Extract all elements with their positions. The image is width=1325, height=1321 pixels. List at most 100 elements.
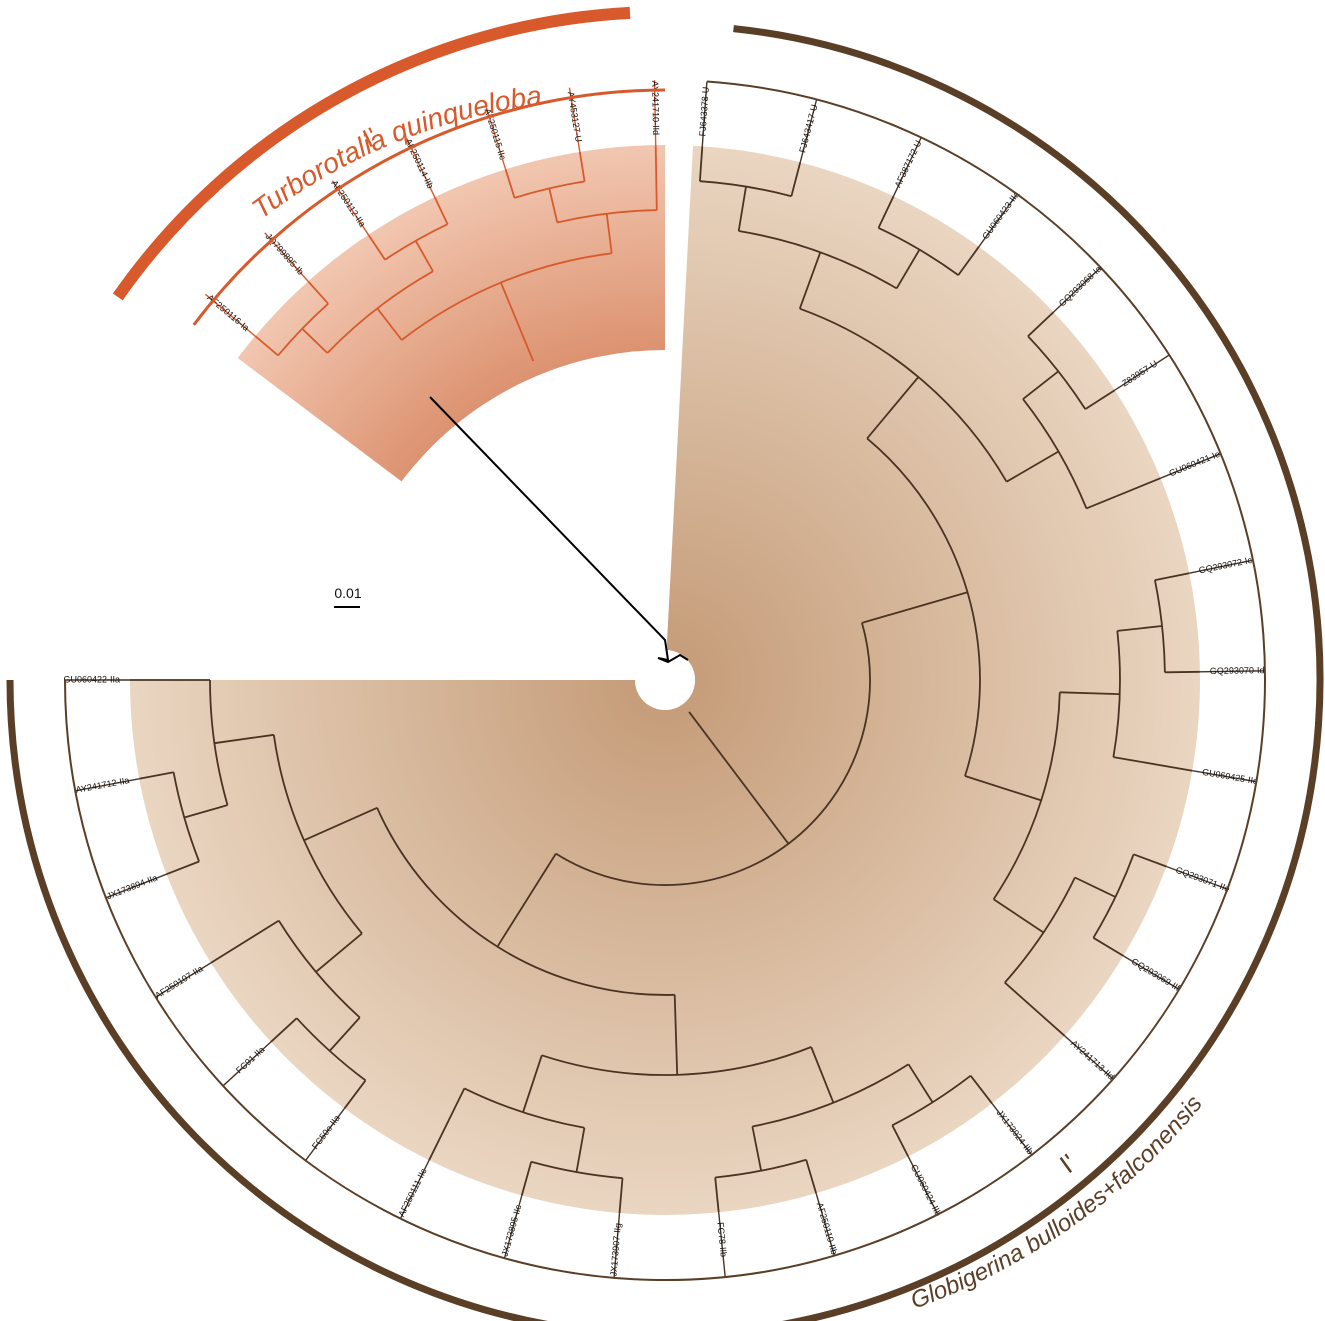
leaf-connector: [155, 962, 212, 998]
branch: [654, 145, 658, 211]
brown-lineage-bracket: [64, 80, 1266, 1281]
branch: [401, 252, 612, 341]
branch: [1027, 311, 1055, 337]
brown-lineage-label: I': [1054, 1148, 1081, 1179]
branch: [1006, 450, 1059, 483]
branch: [277, 303, 329, 356]
leaf-label: JQ799895-Ib: [264, 231, 306, 276]
leaf-label: GQ293071-IIe: [1174, 865, 1231, 894]
branch: [1092, 937, 1124, 957]
orange-clade-branches: [254, 145, 658, 362]
branch: [907, 1063, 934, 1103]
branch: [343, 1079, 367, 1109]
leaf-connector: [305, 1107, 346, 1161]
leaf-label: GU060423-IIa: [980, 189, 1021, 241]
branch: [1164, 670, 1200, 674]
leaf-label: GU060421-Ie: [1168, 449, 1222, 479]
leaf-label: JX173924-IIb: [995, 1108, 1036, 1156]
branch: [895, 249, 921, 289]
leaf-connector: [701, 81, 708, 147]
leaf-label: FJ643378-U: [697, 86, 710, 136]
clade-fills: [130, 145, 1200, 1215]
leaf-label: GQ293068-Ia: [1057, 264, 1104, 309]
leaf-connector: [718, 1212, 726, 1278]
leaf-connector: [978, 193, 1018, 248]
orange-lineage-bracket: [192, 88, 666, 326]
leaf-connector: [1192, 770, 1257, 783]
leaf-connector: [105, 873, 167, 899]
leaf-label: AY241712-IIa: [75, 775, 130, 795]
branch: [522, 1055, 543, 1113]
branch: [303, 806, 378, 842]
leaf-label: AF250107-IIa: [153, 963, 205, 1000]
branch: [555, 622, 871, 886]
leaf-connector: [503, 1195, 523, 1259]
branch: [500, 282, 535, 362]
brown-clade-branches: [130, 146, 1200, 1214]
leaf-connector: [815, 1193, 836, 1256]
branch: [272, 734, 363, 934]
leaf-connector: [1053, 266, 1102, 313]
scale-bar: 0.01: [334, 585, 362, 608]
branch: [891, 1124, 910, 1157]
leaf-label: AF250116-Ia: [205, 292, 251, 333]
branch: [428, 1088, 466, 1161]
leaf-connector: [991, 1102, 1033, 1156]
leaf-label: JX173894-IIa: [105, 873, 159, 902]
branch: [307, 280, 329, 305]
branch: [993, 898, 1044, 934]
leaf-label: FC50o-IIa: [310, 1113, 342, 1151]
branch: [210, 919, 280, 964]
branch: [877, 195, 895, 229]
branch: [1059, 691, 1120, 695]
leaf-connector: [907, 1156, 939, 1215]
branch: [548, 188, 559, 223]
branch: [1084, 389, 1116, 410]
branch: [315, 932, 363, 973]
branch: [376, 307, 403, 341]
branch: [520, 1161, 533, 1196]
leaf-label: AF250111-IIc: [396, 1166, 428, 1218]
branch: [790, 162, 802, 197]
branch: [969, 1075, 993, 1104]
clade-brackets: [6, 6, 1324, 1321]
scale-bar-label: 0.01: [334, 585, 361, 601]
leaf-connector: [613, 1213, 621, 1278]
branch: [139, 771, 174, 780]
branch: [714, 1177, 720, 1213]
leaf-label: GU060424-IIb: [909, 1163, 944, 1218]
branch: [301, 328, 329, 354]
branch: [866, 376, 920, 439]
leaf-label: AF250112-IIa: [329, 178, 367, 228]
leaf-label: JX173907-IIg: [608, 1223, 623, 1277]
branch: [805, 1159, 817, 1194]
brown-clade-fill: [130, 145, 1200, 1215]
orange-clade-fill: [237, 145, 665, 482]
branch: [504, 169, 516, 199]
leaf-label: AY241713-IId: [1069, 1038, 1116, 1082]
tree-root-hole: [635, 650, 695, 710]
brown-species-bracket: [6, 25, 1324, 1321]
leaf-label: GQ293070-Id: [1210, 665, 1265, 676]
leaf-label: AY241710-IId: [650, 81, 661, 136]
branch: [737, 186, 747, 232]
leaf-connector: [1199, 670, 1265, 673]
branch: [433, 196, 449, 225]
branch: [578, 151, 586, 182]
leaf-connector: [1189, 559, 1254, 574]
branch: [1004, 877, 1076, 984]
orange-species-bracket: [112, 6, 631, 301]
branch: [1154, 572, 1190, 581]
branch: [1074, 876, 1116, 898]
branch: [673, 994, 679, 1075]
branch: [1086, 477, 1161, 510]
leaf-connector: [399, 1159, 430, 1219]
branch: [329, 1016, 361, 1052]
branch: [964, 775, 1042, 802]
leaf-connector: [1123, 955, 1180, 990]
leaf-connector-lines: [65, 80, 1265, 1278]
branch: [1004, 981, 1066, 1037]
branch: [957, 246, 980, 276]
branch: [496, 853, 557, 948]
